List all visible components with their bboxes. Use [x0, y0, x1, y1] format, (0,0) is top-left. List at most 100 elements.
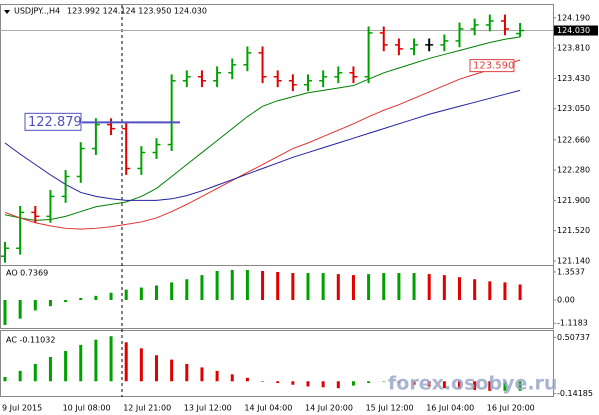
- y-tick-label: -0.14185: [557, 389, 593, 398]
- histogram-bar: [245, 377, 249, 382]
- histogram-bar: [230, 269, 234, 301]
- histogram-bar: [473, 279, 477, 301]
- x-tick-label: 16 Jul 20:00: [487, 404, 535, 413]
- histogram-bar: [321, 273, 325, 301]
- x-tick-label: 14 Jul 20:00: [305, 404, 353, 413]
- price-marker-label: 123.590: [473, 61, 514, 72]
- histogram-bar: [124, 289, 128, 301]
- histogram-bar: [200, 275, 204, 301]
- histogram-bar: [155, 285, 158, 301]
- histogram-bar: [291, 381, 295, 385]
- chart-title: USDJPY..,H4: [14, 7, 60, 16]
- histogram-bar: [215, 370, 219, 382]
- ac-title: AC -0.11032: [6, 336, 55, 345]
- histogram-bar: [139, 348, 143, 382]
- ac-panel: [0, 330, 554, 397]
- ao-panel: [0, 265, 554, 329]
- histogram-bar: [3, 376, 7, 382]
- level-box: [24, 112, 82, 131]
- histogram-bar: [245, 269, 249, 301]
- y-tick-label: 121.900: [557, 196, 590, 205]
- histogram-bar: [3, 300, 7, 325]
- histogram-bar: [427, 274, 431, 301]
- moving-average: [4, 36, 521, 221]
- histogram-bar: [291, 273, 295, 301]
- histogram-bar: [48, 357, 52, 382]
- histogram-bar: [33, 300, 37, 311]
- ao-title: AO 0.7369: [6, 269, 48, 278]
- histogram-bar: [276, 381, 280, 383]
- histogram-bar: [64, 300, 68, 303]
- histogram-bar: [94, 295, 98, 301]
- histogram-bar: [306, 381, 310, 387]
- histogram-bar: [33, 363, 37, 382]
- histogram-bar: [473, 381, 477, 390]
- histogram-bar: [64, 350, 68, 382]
- histogram-bar: [412, 381, 416, 385]
- histogram-bar: [397, 273, 401, 301]
- histogram-bar: [261, 270, 265, 301]
- menu-arrow: [4, 10, 10, 14]
- histogram-bar: [109, 336, 113, 382]
- histogram-bar: [18, 300, 22, 319]
- y-tick-label: 1.3537: [557, 267, 585, 276]
- histogram-bar: [503, 282, 507, 301]
- ohlc-text: 123.992 124.124 123.950 124.030: [67, 7, 207, 16]
- histogram-bar: [458, 277, 461, 301]
- histogram-bar: [488, 381, 492, 391]
- histogram-bar: [276, 272, 280, 301]
- y-tick-label: -1.1183: [557, 319, 588, 328]
- histogram-bar: [230, 374, 234, 382]
- histogram-bar: [321, 381, 325, 388]
- histogram-bar: [306, 273, 310, 301]
- x-tick-label: 14 Jul 04:00: [244, 404, 292, 413]
- histogram-bar: [336, 274, 340, 301]
- histogram-bar: [124, 342, 128, 382]
- histogram-bar: [261, 381, 265, 382]
- x-tick-label: 12 Jul 21:00: [123, 404, 171, 413]
- histogram-bar: [215, 270, 219, 301]
- histogram-bar: [351, 381, 355, 386]
- x-tick-label: 9 Jul 2015: [2, 404, 42, 413]
- histogram-bar: [185, 363, 189, 382]
- histogram-bar: [458, 381, 461, 390]
- y-tick-label: 123.050: [557, 104, 590, 113]
- moving-average: [4, 89, 521, 201]
- current-price-label: 124.030: [557, 26, 590, 35]
- histogram-bar: [139, 287, 143, 301]
- histogram-bar: [382, 273, 386, 301]
- histogram-bar: [518, 381, 522, 391]
- y-tick-label: 122.280: [557, 166, 590, 175]
- y-tick-label: 124.190: [557, 13, 590, 22]
- x-tick-label: 10 Jul 08:00: [63, 404, 111, 413]
- y-tick-label: 0.00: [557, 296, 575, 305]
- histogram-bar: [427, 381, 431, 387]
- y-tick-label: 123.810: [557, 44, 590, 53]
- histogram-bar: [397, 381, 401, 383]
- histogram-bar: [503, 381, 507, 391]
- x-tick-label: 13 Jul 12:00: [184, 404, 232, 413]
- histogram-bar: [488, 281, 492, 301]
- y-tick-label: 123.430: [557, 74, 590, 83]
- y-tick-label: 121.520: [557, 226, 590, 235]
- histogram-bar: [518, 284, 522, 301]
- histogram-bar: [367, 274, 371, 301]
- y-tick-label: 121.140: [557, 257, 590, 266]
- price-marker-box: [469, 59, 515, 73]
- histogram-bar: [94, 339, 98, 382]
- y-tick-label: 122.660: [557, 135, 590, 144]
- histogram-bar: [367, 381, 371, 383]
- histogram-bar: [155, 355, 158, 382]
- x-tick-label: 15 Jul 12:00: [366, 404, 414, 413]
- histogram-bar: [109, 292, 113, 301]
- histogram-bar: [412, 273, 416, 301]
- histogram-bar: [170, 359, 174, 382]
- histogram-bar: [170, 282, 174, 301]
- histogram-bar: [351, 275, 355, 301]
- histogram-bar: [442, 275, 446, 301]
- watermark: forex.osobye.ru: [388, 373, 557, 395]
- level-label: 122.879: [28, 115, 82, 130]
- histogram-bar: [185, 279, 189, 301]
- histogram-bar: [336, 381, 340, 389]
- histogram-bar: [79, 344, 83, 382]
